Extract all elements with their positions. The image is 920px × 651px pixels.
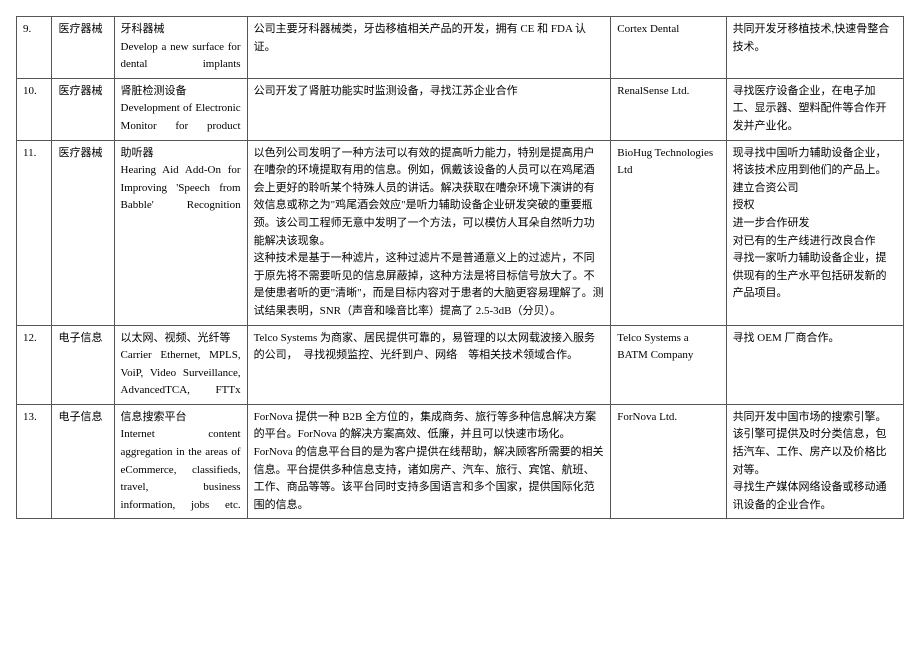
category-cell: 电子信息 [52,325,114,404]
notes-line: 授权 [733,197,897,215]
description-cell: Telco Systems 为商家、居民提供可靠的，易管理的以太网载波接入服务的… [247,325,611,404]
description-cell: ForNova 提供一种 B2B 全方位的，集成商务、旅行等多种信息解决方案的平… [247,404,611,519]
table-row: 9.医疗器械牙科器械Develop a new surface for dent… [17,17,904,79]
notes-line: 共同开发中国市场的搜索引擎。该引擎可提供及时分类信息，包括汽车、工作、房产以及价… [733,409,897,479]
notes-cell: 寻找 OEM 厂商合作。 [726,325,903,404]
notes-line: 寻找医疗设备企业，在电子加工、显示器、塑料配件等合作开发并产业化。 [733,83,897,136]
data-table: 9.医疗器械牙科器械Develop a new surface for dent… [16,16,904,519]
row-number: 10. [17,78,52,140]
category-cell: 电子信息 [52,404,114,519]
description-cell: 公司开发了肾脏功能实时监测设备，寻找江苏企业合作 [247,78,611,140]
table-row: 12.电子信息以太网、视频、光纤等Carrier Ethernet, MPLS,… [17,325,904,404]
notes-cell: 共同开发中国市场的搜索引擎。该引擎可提供及时分类信息，包括汽车、工作、房产以及价… [726,404,903,519]
table-row: 11.医疗器械助听器Hearing Aid Add-On for Improvi… [17,140,904,325]
row-number: 11. [17,140,52,325]
title-en: Internet content aggregation in the area… [121,426,241,514]
notes-cell: 寻找医疗设备企业，在电子加工、显示器、塑料配件等合作开发并产业化。 [726,78,903,140]
notes-line: 建立合资公司 [733,180,897,198]
notes-line: 寻找一家听力辅助设备企业，提供现有的生产水平包括研发新的产品项目。 [733,250,897,303]
table-row: 13.电子信息信息搜索平台Internet content aggregatio… [17,404,904,519]
notes-line: 寻找生产媒体网络设备或移动通讯设备的企业合作。 [733,479,897,514]
title-cn: 肾脏检测设备 [121,83,241,101]
category-cell: 医疗器械 [52,140,114,325]
row-number: 12. [17,325,52,404]
title-cell: 肾脏检测设备Development of Electronic Monitor … [114,78,247,140]
title-cell: 信息搜索平台Internet content aggregation in th… [114,404,247,519]
title-en: Development of Electronic Monitor for pr… [121,100,241,135]
title-en: Develop a new surface for dental implant… [121,39,241,74]
row-number: 13. [17,404,52,519]
notes-cell: 现寻找中国听力辅助设备企业，将该技术应用到他们的产品上。建立合资公司授权进一步合… [726,140,903,325]
company-cell: Cortex Dental [611,17,726,79]
description-cell: 公司主要牙科器械类，牙齿移植相关产品的开发，拥有 CE 和 FDA 认证。 [247,17,611,79]
table-row: 10.医疗器械肾脏检测设备Development of Electronic M… [17,78,904,140]
title-en: Hearing Aid Add-On for Improving 'Speech… [121,162,241,215]
title-cn: 牙科器械 [121,21,241,39]
notes-line: 对已有的生产线进行改良合作 [733,233,897,251]
notes-line: 寻找 OEM 厂商合作。 [733,330,897,348]
notes-line: 进一步合作研发 [733,215,897,233]
company-cell: RenalSense Ltd. [611,78,726,140]
notes-cell: 共同开发牙移植技术,快速骨整合技术。 [726,17,903,79]
company-cell: BioHug Technologies Ltd [611,140,726,325]
title-cell: 助听器Hearing Aid Add-On for Improving 'Spe… [114,140,247,325]
title-cn: 以太网、视频、光纤等 [121,330,241,348]
title-cell: 牙科器械Develop a new surface for dental imp… [114,17,247,79]
company-cell: ForNova Ltd. [611,404,726,519]
notes-line: 共同开发牙移植技术,快速骨整合技术。 [733,21,897,56]
title-cn: 信息搜索平台 [121,409,241,427]
category-cell: 医疗器械 [52,17,114,79]
category-cell: 医疗器械 [52,78,114,140]
description-cell: 以色列公司发明了一种方法可以有效的提高听力能力，特别是提高用户在嘈杂的环境提取有… [247,140,611,325]
title-en: Carrier Ethernet, MPLS, VoiP, Video Surv… [121,347,241,400]
title-cn: 助听器 [121,145,241,163]
title-cell: 以太网、视频、光纤等Carrier Ethernet, MPLS, VoiP, … [114,325,247,404]
row-number: 9. [17,17,52,79]
company-cell: Telco Systems a BATM Company [611,325,726,404]
notes-line: 现寻找中国听力辅助设备企业，将该技术应用到他们的产品上。 [733,145,897,180]
